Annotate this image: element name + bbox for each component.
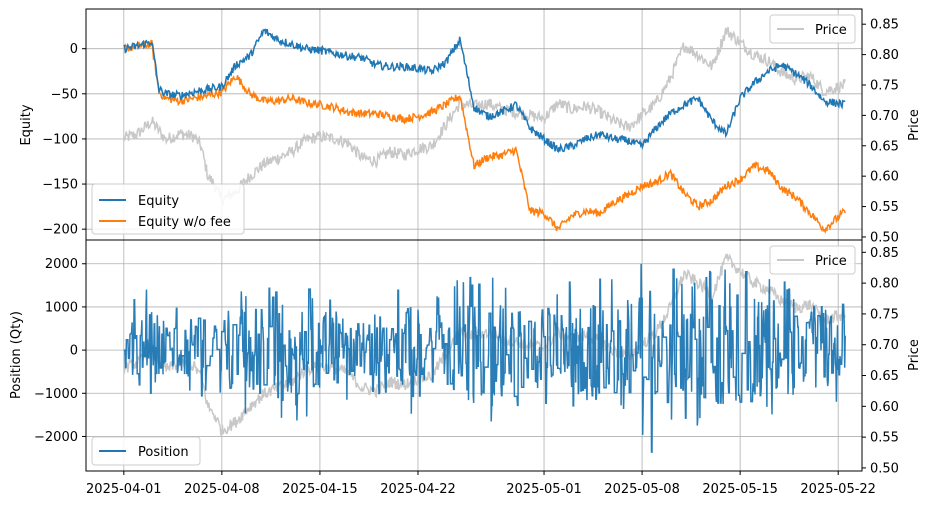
legend-label-price-bottom: Price (815, 254, 847, 269)
equity-y-label: Equity (19, 104, 34, 145)
equity-price-y-tick-label-6: 0.55 (870, 200, 899, 215)
equity-legend: Equity Equity w/o fee (91, 183, 245, 235)
series-equity-no-fee (123, 39, 846, 235)
position-y-label: Position (Qty) (9, 311, 24, 399)
equity-price-legend: Price (769, 14, 856, 44)
position-panel-plot (123, 253, 846, 453)
x-tick-label-3: 2025-04-22 (380, 482, 456, 497)
position-price-y-tick-label-3: 0.70 (870, 338, 899, 353)
position-y-tick-label-4: −2000 (34, 430, 78, 445)
position-price-y-tick-label-7: 0.50 (870, 461, 899, 476)
x-tick-label-7: 2025-05-22 (800, 482, 876, 497)
equity-price-y-tick-label-2: 0.75 (870, 78, 899, 93)
position-y-tick-label-1: 1000 (45, 300, 78, 315)
legend-label-equity: Equity (138, 194, 179, 209)
equity-y-tick-label-3: −150 (42, 178, 78, 193)
position-price-y-tick-label-0: 0.85 (870, 246, 899, 261)
position-y-ticks: 2000 1000 0 −1000 −2000 (34, 257, 86, 445)
equity-price-y-tick-label-5: 0.60 (870, 170, 899, 185)
position-y-tick-label-3: −1000 (34, 387, 78, 402)
x-tick-label-2: 2025-04-15 (282, 482, 358, 497)
x-tick-label-4: 2025-05-01 (506, 482, 582, 497)
position-y-tick-label-2: 0 (70, 344, 78, 359)
series-position (123, 263, 846, 453)
equity-y-tick-label-4: −200 (42, 223, 78, 238)
position-price-y-label: Price (907, 339, 922, 371)
position-legend: Position (91, 436, 201, 466)
equity-price-y-tick-label-3: 0.70 (870, 109, 899, 124)
legend-label-price-top: Price (815, 23, 847, 38)
legend-label-position: Position (138, 445, 189, 460)
equity-panel-plot (123, 26, 846, 235)
x-tick-label-6: 2025-05-15 (702, 482, 778, 497)
x-tick-label-1: 2025-04-08 (184, 482, 260, 497)
equity-price-y-tick-label-0: 0.85 (870, 18, 899, 33)
equity-price-y-tick-label-4: 0.65 (870, 139, 899, 154)
date-x-ticks: 2025-04-01 2025-04-08 2025-04-15 2025-04-22… (86, 471, 876, 497)
position-price-y-tick-label-1: 0.80 (870, 277, 899, 292)
position-price-y-ticks: 0.85 0.80 0.75 0.70 0.65 0.60 0.55 0.50 (862, 246, 899, 476)
series-price-bottom (123, 253, 846, 437)
series-equity (123, 28, 846, 154)
equity-y-tick-label-2: −100 (42, 132, 78, 147)
x-tick-label-0: 2025-04-01 (86, 482, 162, 497)
position-price-legend: Price (769, 245, 856, 275)
position-y-tick-label-0: 2000 (45, 257, 78, 272)
position-price-y-tick-label-6: 0.55 (870, 431, 899, 446)
equity-y-ticks: 0 −50 −100 −150 −200 (42, 42, 86, 238)
position-price-y-tick-label-2: 0.75 (870, 307, 899, 322)
equity-price-y-tick-label-1: 0.80 (870, 48, 899, 63)
legend-label-equity-no-fee: Equity w/o fee (138, 215, 231, 230)
equity-price-y-label: Price (907, 109, 922, 141)
equity-y-tick-label-1: −50 (51, 87, 78, 102)
position-price-y-tick-label-4: 0.65 (870, 369, 899, 384)
series-price-top (123, 26, 846, 207)
equity-y-tick-label-0: 0 (70, 42, 78, 57)
position-price-y-tick-label-5: 0.60 (870, 400, 899, 415)
position-panel: 2000 1000 0 −1000 −2000 0.85 0.80 0.75 0.70 0.65… (9, 239, 922, 497)
position-panel-frame (85, 239, 863, 472)
equity-price-y-ticks: 0.85 0.80 0.75 0.70 0.65 0.60 0.55 0.50 (862, 18, 899, 245)
equity-panel: 0 −50 −100 −150 −200 0.85 0.80 0.75 0.70 0.65 0.6… (19, 8, 922, 245)
x-tick-label-5: 2025-05-08 (604, 482, 680, 497)
equity-price-y-tick-label-7: 0.50 (870, 230, 899, 245)
